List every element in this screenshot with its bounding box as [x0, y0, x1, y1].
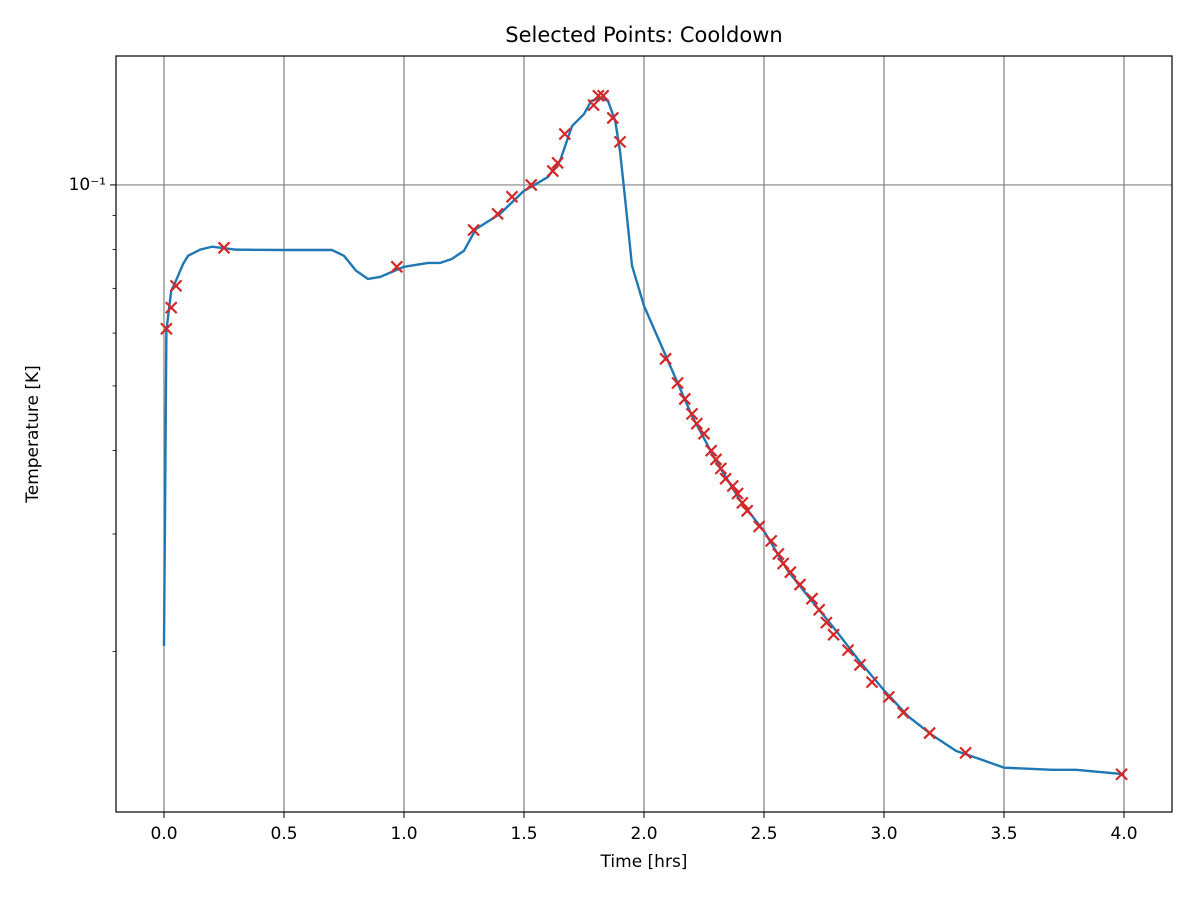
marker	[169, 279, 183, 293]
x-tick-label: 0.5	[270, 824, 297, 844]
y-axis-label: Temperature [K]	[23, 365, 43, 504]
x-tick-label: 0.0	[150, 824, 177, 844]
marker	[160, 322, 173, 335]
x-tick-label: 3.0	[870, 824, 897, 844]
marker	[923, 726, 936, 740]
marker	[853, 658, 867, 672]
marker	[671, 376, 684, 390]
marker	[659, 352, 672, 366]
marker	[896, 706, 910, 719]
marker	[678, 392, 692, 406]
marker	[709, 453, 723, 466]
marker	[524, 178, 538, 192]
marker	[882, 690, 896, 704]
x-tick-label: 1.0	[390, 824, 417, 844]
marker	[731, 487, 744, 500]
x-tick-label: 2.5	[750, 824, 777, 844]
x-axis-label: Time [hrs]	[600, 852, 688, 872]
marker	[726, 479, 740, 493]
marker	[736, 496, 749, 510]
marker	[704, 444, 718, 457]
marker	[784, 565, 797, 579]
marker	[841, 643, 855, 657]
marker	[596, 89, 610, 103]
marker	[764, 534, 778, 548]
chart-title: Selected Points: Cooldown	[505, 23, 782, 47]
plot-frame	[115, 55, 1173, 813]
x-tick-label: 1.5	[510, 824, 537, 844]
marker	[865, 675, 879, 689]
marker	[606, 111, 620, 125]
x-tick-label: 3.5	[990, 824, 1017, 844]
marker	[752, 520, 766, 533]
marker	[505, 190, 519, 204]
marker	[690, 417, 704, 430]
marker	[164, 301, 178, 314]
marker	[959, 746, 972, 760]
marker	[827, 628, 840, 641]
marker	[793, 578, 807, 591]
marker	[772, 547, 785, 561]
marker	[390, 260, 404, 274]
marker	[592, 89, 605, 103]
marker	[812, 603, 826, 617]
x-tick-label: 4.0	[1110, 824, 1137, 844]
y-tick-label: 10⁻¹	[69, 175, 106, 195]
marker	[217, 241, 231, 255]
marker	[587, 98, 600, 112]
marker	[740, 504, 754, 518]
marker	[1115, 767, 1128, 781]
marker	[820, 616, 833, 629]
marker	[546, 164, 560, 178]
marker	[805, 592, 819, 605]
marker	[613, 135, 627, 149]
marker	[685, 407, 699, 421]
marker	[467, 223, 480, 237]
x-tick-label: 2.0	[630, 824, 657, 844]
marker	[558, 127, 572, 141]
marker	[697, 427, 711, 440]
data-line	[162, 96, 1125, 776]
marker	[714, 462, 728, 475]
marker	[491, 207, 504, 221]
marker	[551, 156, 564, 170]
